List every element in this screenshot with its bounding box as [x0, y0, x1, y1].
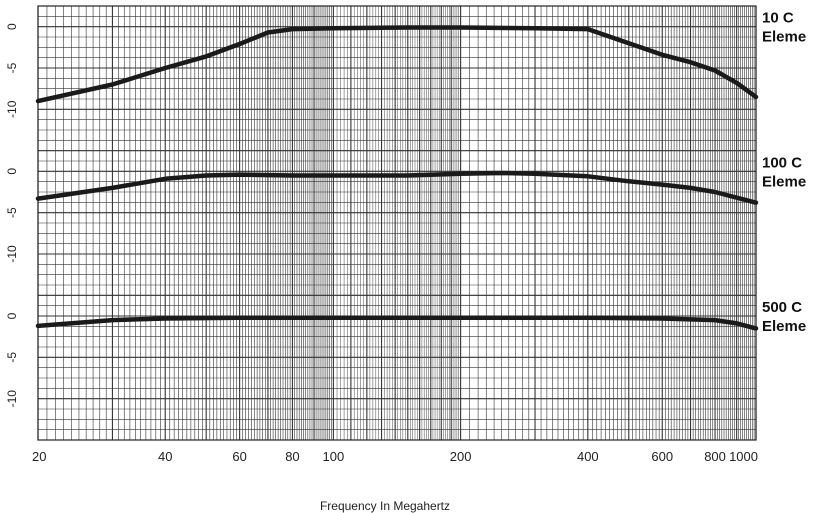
y-tick-label: -5: [5, 207, 19, 218]
y-tick-label: 0: [5, 23, 19, 30]
x-tick-label: 1000: [729, 449, 758, 464]
series-label-3: Eleme: [762, 318, 806, 335]
chart-labels: 20 40 60 80 100 200 400 600 800 1000 0 -5 -10 0 -5 -10 0…: [5, 10, 806, 464]
chart-curves: [35, 25, 759, 331]
y-tick-label: -10: [5, 390, 19, 408]
y-tick-label: -10: [5, 100, 19, 118]
x-tick-label: 80: [285, 449, 299, 464]
series-label-3: 500 C: [762, 299, 802, 316]
y-tick-label: -5: [5, 352, 19, 363]
y-tick-label: 0: [5, 168, 19, 175]
series-line-1: [35, 25, 759, 104]
series-label-2: 100 C: [762, 154, 802, 171]
x-tick-label: 600: [651, 449, 673, 464]
x-tick-label: 40: [158, 449, 172, 464]
x-tick-label: 800: [704, 449, 726, 464]
x-axis-label: Frequency In Megahertz: [320, 499, 450, 513]
series-line-2: [35, 170, 759, 205]
x-tick-label: 400: [577, 449, 599, 464]
x-tick-label: 60: [232, 449, 246, 464]
series-label-1: Eleme: [762, 29, 806, 46]
chart-grid: [37, 5, 757, 441]
plot-frame: [37, 5, 757, 441]
y-tick-label: 0: [5, 312, 19, 319]
y-tick-label: -10: [5, 245, 19, 263]
x-tick-label: 20: [32, 449, 46, 464]
series-label-2: Eleme: [762, 173, 806, 190]
x-tick-label: 200: [450, 449, 472, 464]
x-tick-label: 100: [323, 449, 345, 464]
series-label-1: 10 C: [762, 10, 794, 27]
y-tick-label: -5: [5, 62, 19, 73]
series-line-3: [35, 315, 759, 331]
